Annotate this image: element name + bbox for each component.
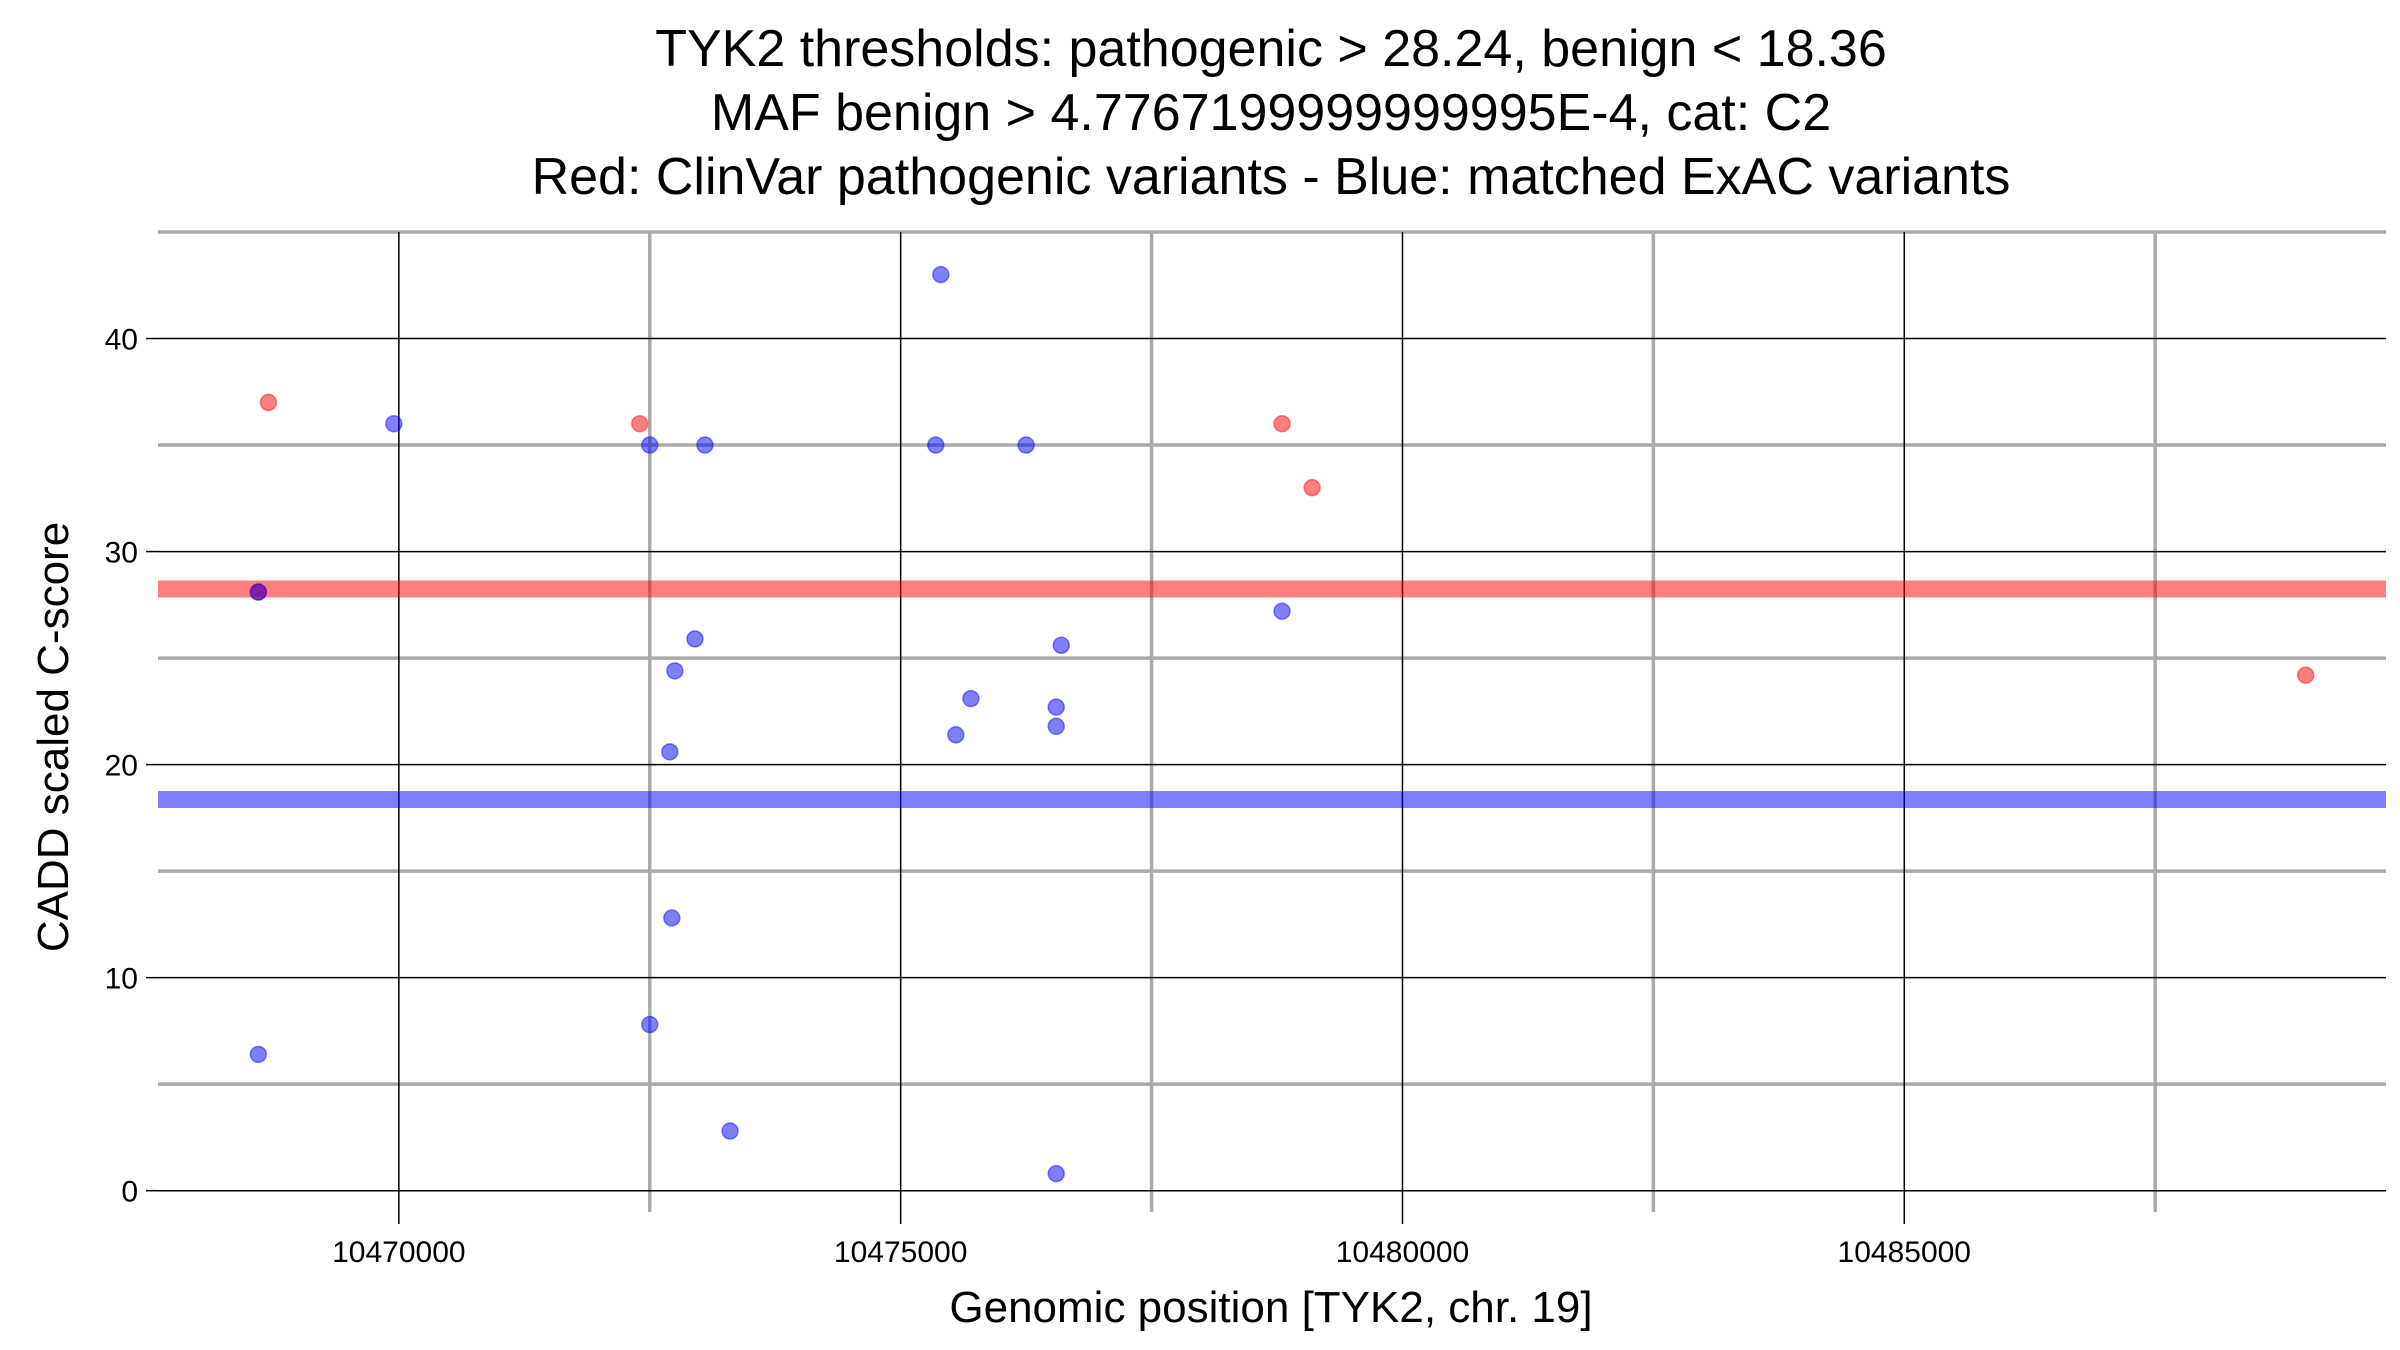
pathogenic-point xyxy=(1273,414,1291,433)
benign-point xyxy=(666,662,684,680)
x-tick-label: 10470000 xyxy=(332,1236,465,1269)
benign-point xyxy=(927,436,945,454)
benign-point xyxy=(1017,436,1035,454)
x-axis-label: Genomic position [TYK2, chr. 19] xyxy=(949,1283,1592,1332)
data-points xyxy=(249,265,2315,1183)
benign-point xyxy=(1047,1164,1065,1183)
title-line-3: Red: ClinVar pathogenic variants - Blue:… xyxy=(532,148,2011,206)
x-axis: 10470000 10475000 10480000 10485000 xyxy=(332,1212,1971,1269)
y-tick-label: 40 xyxy=(105,324,138,357)
pathogenic-point xyxy=(259,393,278,412)
benign-point xyxy=(1052,636,1070,655)
benign-point xyxy=(686,630,704,648)
benign-point xyxy=(641,436,659,454)
benign-point xyxy=(641,1015,659,1034)
title-line-1: TYK2 thresholds: pathogenic > 28.24, ben… xyxy=(655,20,1887,78)
pathogenic-point xyxy=(2296,666,2315,684)
benign-point xyxy=(947,726,965,744)
pathogenic-point xyxy=(1303,478,1321,497)
benign-point xyxy=(663,909,681,927)
benign-point xyxy=(721,1122,739,1140)
minor-gridlines xyxy=(158,230,2386,1212)
y-tick-label: 30 xyxy=(105,537,138,570)
benign-point xyxy=(962,689,980,708)
x-tick-label: 10485000 xyxy=(1838,1236,1971,1269)
x-tick-label: 10475000 xyxy=(834,1236,967,1269)
benign-point xyxy=(249,583,268,601)
benign-point xyxy=(1047,717,1065,736)
threshold-lines xyxy=(158,580,2386,809)
y-tick-label: 20 xyxy=(105,750,138,783)
y-axis-label: CADD scaled C-score xyxy=(29,522,78,952)
y-tick-label: 10 xyxy=(105,963,138,996)
benign-point xyxy=(932,265,950,284)
benign-point xyxy=(1273,602,1291,620)
title-line-2: MAF benign > 4.7767199999999995E-4, cat:… xyxy=(711,84,1831,142)
benign-point xyxy=(249,1045,268,1064)
chart-title: TYK2 thresholds: pathogenic > 28.24, ben… xyxy=(532,20,2011,206)
y-axis: 0 10 20 30 40 xyxy=(105,324,158,1209)
major-gridlines xyxy=(158,232,2386,1212)
benign-point xyxy=(1047,698,1065,716)
benign-point xyxy=(385,414,403,433)
pathogenic-point xyxy=(630,414,649,433)
benign-point xyxy=(696,436,714,454)
y-tick-label: 0 xyxy=(121,1176,138,1209)
x-tick-label: 10480000 xyxy=(1336,1236,1469,1269)
benign-point xyxy=(661,743,679,761)
